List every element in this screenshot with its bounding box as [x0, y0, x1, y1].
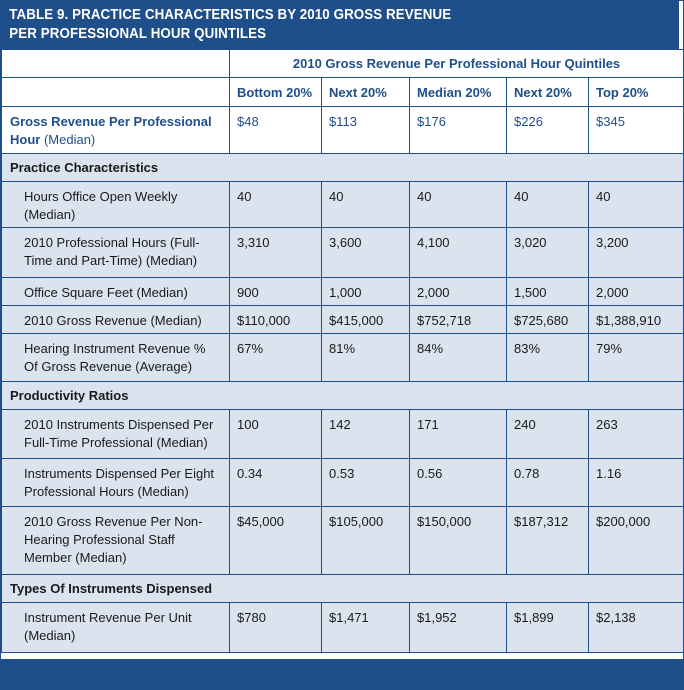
table-cell: 900 [229, 277, 322, 306]
column-header-row: Bottom 20% Next 20% Median 20% Next 20% … [1, 77, 684, 107]
table-cell: 0.53 [321, 458, 410, 507]
row-label: Instrument Revenue Per Unit (Median) [1, 602, 230, 653]
group-header: 2010 Gross Revenue Per Professional Hour… [228, 49, 684, 78]
table-cell: 1,000 [321, 277, 410, 306]
key-label-note: (Median) [40, 132, 96, 147]
table-cell: 40 [587, 181, 684, 228]
section-header-row: Productivity Ratios [0, 381, 684, 410]
data-table: 2010 Gross Revenue Per Professional Hour… [0, 49, 684, 653]
table-cell: $1,952 [409, 602, 507, 653]
table-cell: $1,388,910 [587, 305, 684, 334]
table-cell: 79% [587, 333, 684, 382]
table-cell: 171 [409, 409, 507, 459]
table-cell: 67% [229, 333, 322, 382]
table-title-line-2: PER PROFESSIONAL HOUR QUINTILES [9, 26, 267, 42]
table-cell: 40 [229, 181, 322, 228]
column-header: Top 20% [587, 77, 684, 107]
table-cell: $752,718 [409, 305, 507, 334]
table-cell: $176 [409, 106, 507, 154]
section-title: Practice Characteristics [0, 153, 684, 182]
table-cell: 1.16 [587, 458, 684, 507]
table-cell: 40 [506, 181, 589, 228]
table-cell: 2,000 [587, 277, 684, 306]
table-cell: $113 [321, 106, 410, 154]
table-cell: $226 [506, 106, 589, 154]
table-cell: 240 [506, 409, 589, 459]
table-cell: $1,471 [321, 602, 410, 653]
row-label: 2010 Gross Revenue (Median) [1, 305, 230, 334]
table-row: Hours Office Open Weekly (Median) 40 40 4… [1, 181, 684, 228]
table-cell: 40 [321, 181, 410, 228]
table-cell: 0.78 [506, 458, 589, 507]
row-label: 2010 Professional Hours (Full- Time and P… [1, 227, 230, 278]
key-label-line-1: Gross Revenue Per Professional [10, 114, 212, 129]
column-header: Next 20% [321, 77, 410, 107]
column-header: Median 20% [409, 77, 507, 107]
row-label: Office Square Feet (Median) [1, 277, 230, 306]
table-cell: 142 [321, 409, 410, 459]
table-row: 2010 Gross Revenue Per Non- Hearing Profe… [1, 506, 684, 575]
row-label: 2010 Instruments Dispensed Per Full-Time … [1, 409, 230, 459]
section-title: Productivity Ratios [0, 381, 684, 410]
table-row: Hearing Instrument Revenue % Of Gross Rev… [1, 333, 684, 382]
table-cell: 100 [229, 409, 322, 459]
table-cell: 84% [409, 333, 507, 382]
row-label: 2010 Gross Revenue Per Non- Hearing Profe… [1, 506, 230, 575]
table-cell: $48 [229, 106, 322, 154]
table-cell: 1,500 [506, 277, 589, 306]
table-cell: $45,000 [229, 506, 322, 575]
table-cell: 83% [506, 333, 589, 382]
table-row: 2010 Gross Revenue (Median) $110,000 $41… [1, 305, 684, 334]
table-cell: 3,310 [229, 227, 322, 278]
table-cell: 40 [409, 181, 507, 228]
footer-bar [1, 659, 683, 689]
table-cell: $780 [229, 602, 322, 653]
table-cell: 3,600 [321, 227, 410, 278]
table-cell: 3,200 [587, 227, 684, 278]
section-header-row: Practice Characteristics [0, 153, 684, 182]
table-cell: $415,000 [321, 305, 410, 334]
key-row: Gross Revenue Per Professional Hour (Med… [1, 106, 684, 154]
table-cell: 81% [321, 333, 410, 382]
table-cell: $150,000 [409, 506, 507, 575]
table-cell: $200,000 [587, 506, 684, 575]
table-title: TABLE 9. PRACTICE CHARACTERISTICS BY 201… [1, 1, 679, 49]
row-label: Gross Revenue Per Professional Hour (Med… [1, 106, 230, 154]
table-row: Instruments Dispensed Per Eight Professio… [1, 458, 684, 507]
row-label: Hearing Instrument Revenue % Of Gross Rev… [1, 333, 230, 382]
table-cell: $110,000 [229, 305, 322, 334]
section-title: Types Of Instruments Dispensed [0, 574, 684, 603]
table-cell: $725,680 [506, 305, 589, 334]
table-cell: 0.34 [229, 458, 322, 507]
table-cell: 3,020 [506, 227, 589, 278]
table-cell: 4,100 [409, 227, 507, 278]
group-header-row: 2010 Gross Revenue Per Professional Hour… [1, 49, 684, 78]
table-row: Office Square Feet (Median) 900 1,000 2,… [1, 277, 684, 306]
table-cell: $105,000 [321, 506, 410, 575]
table-cell: $1,899 [506, 602, 589, 653]
row-label: Instruments Dispensed Per Eight Professio… [1, 458, 230, 507]
empty-header-cell [1, 49, 230, 78]
table-cell: 2,000 [409, 277, 507, 306]
column-header: Next 20% [506, 77, 589, 107]
column-header: Bottom 20% [229, 77, 322, 107]
table-cell: $345 [587, 106, 684, 154]
table-cell: $2,138 [587, 602, 684, 653]
key-label-line-2: Hour [10, 132, 41, 147]
row-label: Hours Office Open Weekly (Median) [1, 181, 230, 228]
table-row: 2010 Instruments Dispensed Per Full-Time … [1, 409, 684, 459]
table-cell: $187,312 [506, 506, 589, 575]
table-row: Instrument Revenue Per Unit (Median) $780… [1, 602, 684, 653]
table-row: 2010 Professional Hours (Full- Time and P… [1, 227, 684, 278]
table-title-line-1: TABLE 9. PRACTICE CHARACTERISTICS BY 201… [9, 7, 452, 23]
empty-column-header-cell [1, 77, 230, 107]
table-cell: 0.56 [409, 458, 507, 507]
table-cell: 263 [587, 409, 684, 459]
section-header-row: Types Of Instruments Dispensed [0, 574, 684, 603]
